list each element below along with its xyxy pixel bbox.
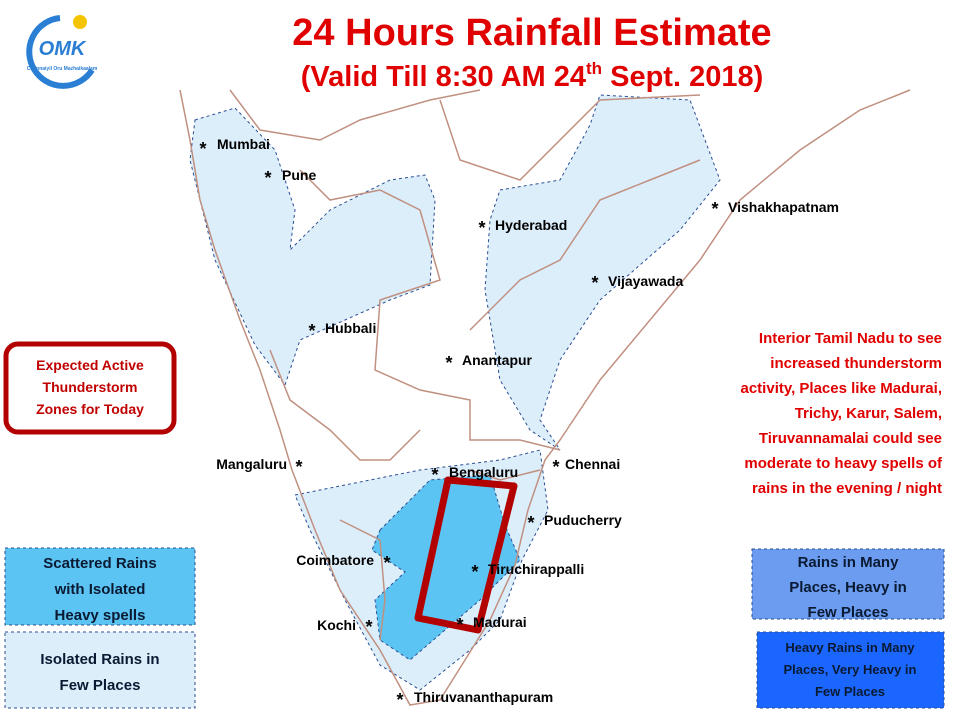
logo-sun <box>73 15 87 29</box>
subtitle: (Valid Till 8:30 AM 24th Sept. 2018) <box>301 59 764 93</box>
subtitle-text: Sept. 2018) <box>602 61 763 93</box>
city-marker: * <box>431 465 438 485</box>
city-marker: * <box>308 321 315 341</box>
city-marker: * <box>445 353 452 373</box>
state-border <box>229 89 701 641</box>
city-label: Pune <box>282 167 316 183</box>
text-line: Interior Tamil Nadu to see <box>759 330 942 347</box>
city-label: Kochi <box>317 617 356 633</box>
city-marker: * <box>396 690 403 710</box>
legend-box <box>751 548 945 620</box>
text-line: Heavy Rains in Many <box>785 640 915 655</box>
city-label: Vijayawada <box>608 273 683 289</box>
city-label: Bengaluru <box>449 464 518 480</box>
text-line: Tiruvannamalai could see <box>759 430 942 447</box>
city-marker: * <box>295 457 302 477</box>
coastline <box>179 89 911 706</box>
city-marker: * <box>456 615 463 635</box>
city-marker: * <box>591 273 598 293</box>
legend-box <box>756 631 945 709</box>
city-marker: * <box>383 553 390 573</box>
city-label: Mangaluru <box>216 456 287 472</box>
city-marker: * <box>264 168 271 188</box>
subtitle-text: (Valid Till 8:30 AM 24 <box>301 61 586 93</box>
city-marker: * <box>478 218 485 238</box>
legend-box <box>4 547 196 626</box>
city-label: Mumbai <box>217 136 270 152</box>
logo-arc <box>26 15 95 89</box>
city-marker: * <box>552 457 559 477</box>
city-label: Puducherry <box>544 512 622 528</box>
city-label: Coimbatore <box>296 552 374 568</box>
text-line: Places, Heavy in <box>789 579 907 596</box>
subtitle-sup: th <box>586 59 602 78</box>
logo: OMK Chennaiyil Oru Mazhaikaalam <box>26 15 98 89</box>
text-line: activity, Places like Madurai, <box>741 380 943 397</box>
city-label: Vishakhapatnam <box>728 199 839 215</box>
text-line: moderate to heavy spells of <box>744 455 943 472</box>
city-label: Thiruvananthapuram <box>414 689 553 705</box>
thunderstorm-zone <box>414 476 518 634</box>
text-line: increased thunderstorm <box>770 355 942 372</box>
text-line: Scattered Rains <box>43 555 156 572</box>
text-line: Few Places <box>815 684 885 699</box>
text-line: with Isolated <box>54 581 146 598</box>
text-line: rains in the evening / night <box>752 480 942 497</box>
logo-tagline: Chennaiyil Oru Mazhaikaalam <box>27 66 98 72</box>
city-label: Tiruchirappalli <box>488 561 584 577</box>
zone-box <box>3 341 177 435</box>
text-line: Few Places <box>808 604 889 621</box>
text-line: Heavy spells <box>55 607 146 624</box>
city-label: Chennai <box>565 456 620 472</box>
text-line: Isolated Rains in <box>40 651 159 668</box>
legend-box <box>4 631 196 709</box>
text-line: Expected Active <box>36 357 144 373</box>
city-marker: * <box>199 139 206 159</box>
city-label: Hyderabad <box>495 217 567 233</box>
text-line: Trichy, Karur, Salem, <box>795 405 942 422</box>
zone-isolated <box>189 107 436 387</box>
city-label: Hubbali <box>325 320 376 336</box>
text-line: Thunderstorm <box>43 379 138 395</box>
city-marker: * <box>711 199 718 219</box>
city-label: Anantapur <box>462 352 533 368</box>
city-label: Madurai <box>473 614 527 630</box>
city-marker: * <box>471 562 478 582</box>
text-line: Rains in Many <box>798 554 900 571</box>
zone-scattered <box>371 474 521 661</box>
title: 24 Hours Rainfall Estimate <box>292 12 771 54</box>
city-marker: * <box>527 513 534 533</box>
text-line: Zones for Today <box>36 401 144 417</box>
text-line: Few Places <box>60 677 141 694</box>
logo-text: OMK <box>39 38 87 60</box>
zone-isolated <box>484 94 721 451</box>
city-marker: * <box>365 617 372 637</box>
text-line: Places, Very Heavy in <box>784 662 917 677</box>
